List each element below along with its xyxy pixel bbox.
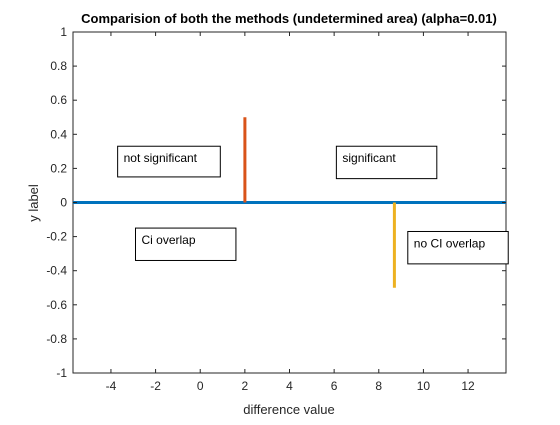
ticks-layer: -4 -2 0 2 4 6 8 10 12 1 0.8 0.6 0.4 0.2 0 -0.2 -0.4 -0.6 -… [46, 25, 506, 393]
chart-title: Comparision of both the methods (undeter… [81, 11, 497, 26]
annotation-text: significant [342, 151, 396, 165]
x-tick-label: 10 [417, 379, 431, 393]
annotation-text: not significant [124, 151, 198, 165]
y-tick-label: -1 [56, 366, 67, 380]
x-tick-label: 2 [242, 379, 249, 393]
y-tick-label: -0.4 [46, 264, 67, 278]
x-tick-label: -2 [150, 379, 161, 393]
annotation-box [117, 145, 221, 178]
x-axis-label: difference value [243, 402, 335, 417]
x-tick-label: 4 [286, 379, 293, 393]
annotation-layer: not significant significant Ci overlap no C… [117, 145, 509, 265]
y-tick-label: -0.2 [46, 230, 67, 244]
annotation-text: Ci overlap [141, 233, 195, 247]
x-tick-label: 6 [331, 379, 338, 393]
series-layer [73, 117, 506, 288]
x-tick-label: 0 [197, 379, 204, 393]
y-axis-label: y label [26, 184, 41, 222]
y-tick-label: 1 [60, 25, 67, 39]
annotation-box [134, 227, 237, 261]
annotation-text: no CI overlap [414, 236, 486, 250]
y-tick-label: 0.4 [50, 127, 67, 141]
y-tick-label: 0 [60, 196, 67, 210]
y-tick-label: 0.2 [50, 161, 67, 175]
x-tick-label: -4 [106, 379, 117, 393]
y-tick-label: 0.6 [50, 93, 67, 107]
y-tick-label: -0.6 [46, 298, 67, 312]
annotation-box [407, 230, 509, 265]
x-tick-label: 12 [461, 379, 475, 393]
y-tick-label: 0.8 [50, 59, 67, 73]
annotation-box [335, 145, 438, 180]
x-tick-label: 8 [375, 379, 382, 393]
y-tick-label: -0.8 [46, 332, 67, 346]
